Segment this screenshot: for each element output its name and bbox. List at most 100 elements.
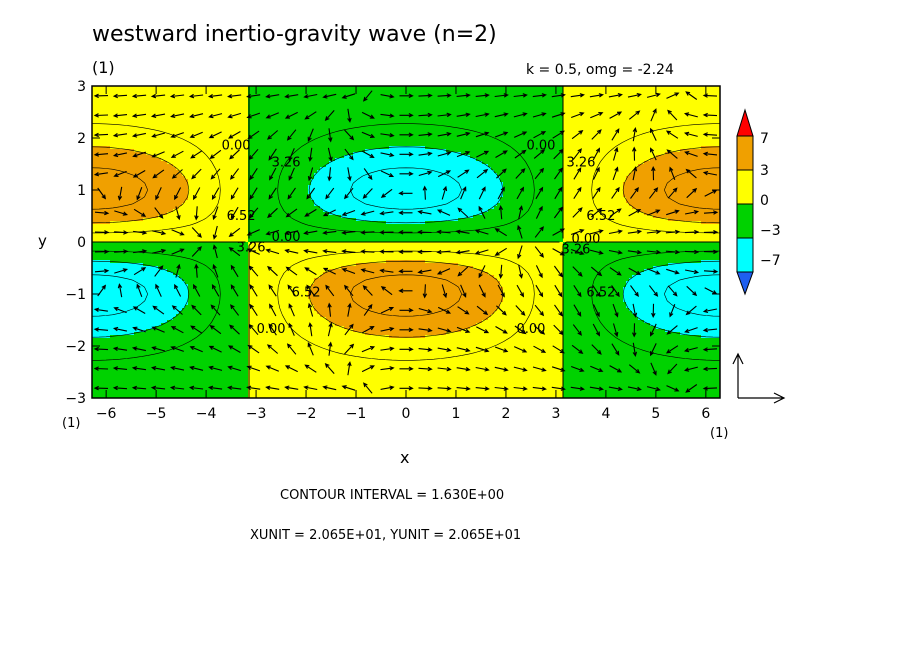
contour-cell [113, 332, 116, 335]
contour-cell [230, 110, 233, 113]
contour-cell [203, 284, 206, 287]
contour-cell [125, 257, 128, 260]
contour-cell [185, 188, 188, 191]
contour-cell [197, 122, 200, 125]
contour-cell [113, 182, 116, 185]
contour-cell [152, 197, 155, 200]
contour-cell [221, 344, 224, 347]
contour-cell [212, 362, 215, 365]
contour-cell [149, 236, 152, 239]
contour-cell [224, 275, 227, 278]
contour-cell [176, 296, 179, 299]
contour-cell [134, 350, 137, 353]
contour-cell [137, 392, 140, 395]
contour-cell [179, 269, 182, 272]
contour-cell [116, 224, 119, 227]
contour-cell [98, 110, 101, 113]
contour-cell [203, 122, 206, 125]
contour-cell [221, 341, 224, 344]
contour-cell [98, 182, 101, 185]
contour-cell [107, 128, 110, 131]
contour-cell [227, 131, 230, 134]
contour-cell [194, 359, 197, 362]
contour-cell [182, 158, 185, 161]
contour-cell [113, 107, 116, 110]
contour-cell [98, 263, 101, 266]
contour-cell [107, 248, 110, 251]
contour-cell [140, 362, 143, 365]
contour-cell [152, 332, 155, 335]
contour-cell [221, 170, 224, 173]
contour-cell [134, 320, 137, 323]
contour-cell [194, 149, 197, 152]
contour-cell [224, 359, 227, 362]
contour-cell [134, 221, 137, 224]
contour-cell [131, 227, 134, 230]
contour-cell [182, 227, 185, 230]
contour-cell [146, 254, 149, 257]
contour-cell [218, 209, 221, 212]
contour-cell [152, 335, 155, 338]
contour-cell [188, 200, 191, 203]
contour-cell [146, 173, 149, 176]
contour-cell [161, 176, 164, 179]
contour-cell [155, 140, 158, 143]
contour-cell [182, 338, 185, 341]
contour-cell [128, 350, 131, 353]
contour-cell [128, 212, 131, 215]
contour-cell [164, 359, 167, 362]
contour-cell [98, 332, 101, 335]
contour-cell [107, 359, 110, 362]
contour-cell [110, 224, 113, 227]
contour-cell [176, 380, 179, 383]
contour-cell [200, 194, 203, 197]
contour-cell [191, 206, 194, 209]
contour-cell [176, 371, 179, 374]
contour-cell [125, 254, 128, 257]
contour-cell [206, 314, 209, 317]
contour-cell [137, 161, 140, 164]
contour-cell [140, 245, 143, 248]
contour-cell [146, 104, 149, 107]
contour-cell [185, 245, 188, 248]
contour-cell [227, 341, 230, 344]
contour-cell [173, 119, 176, 122]
contour-cell [116, 101, 119, 104]
contour-cell [146, 98, 149, 101]
contour-cell [230, 272, 233, 275]
contour-cell [188, 311, 191, 314]
contour-cell [218, 173, 221, 176]
contour-cell [188, 329, 191, 332]
contour-cell [221, 311, 224, 314]
contour-cell [146, 110, 149, 113]
contour-cell [224, 173, 227, 176]
contour-cell [221, 209, 224, 212]
contour-cell [233, 320, 236, 323]
contour-cell [164, 392, 167, 395]
contour-cell [140, 380, 143, 383]
contour-cell [197, 263, 200, 266]
contour-cell [149, 356, 152, 359]
contour-cell [167, 194, 170, 197]
contour-cell [188, 299, 191, 302]
contour-cell [170, 371, 173, 374]
contour-cell [146, 203, 149, 206]
contour-cell [215, 107, 218, 110]
contour-cell [212, 98, 215, 101]
contour-cell [227, 230, 230, 233]
contour-cell [152, 359, 155, 362]
contour-cell [152, 122, 155, 125]
contour-cell [197, 92, 200, 95]
contour-cell [104, 290, 107, 293]
contour-cell [131, 110, 134, 113]
contour-cell [119, 179, 122, 182]
contour-cell [125, 104, 128, 107]
contour-cell [146, 377, 149, 380]
contour-cell [197, 137, 200, 140]
contour-cell [125, 317, 128, 320]
contour-cell [122, 224, 125, 227]
contour-cell [215, 305, 218, 308]
contour-cell [227, 194, 230, 197]
contour-cell [221, 272, 224, 275]
contour-cell [170, 359, 173, 362]
